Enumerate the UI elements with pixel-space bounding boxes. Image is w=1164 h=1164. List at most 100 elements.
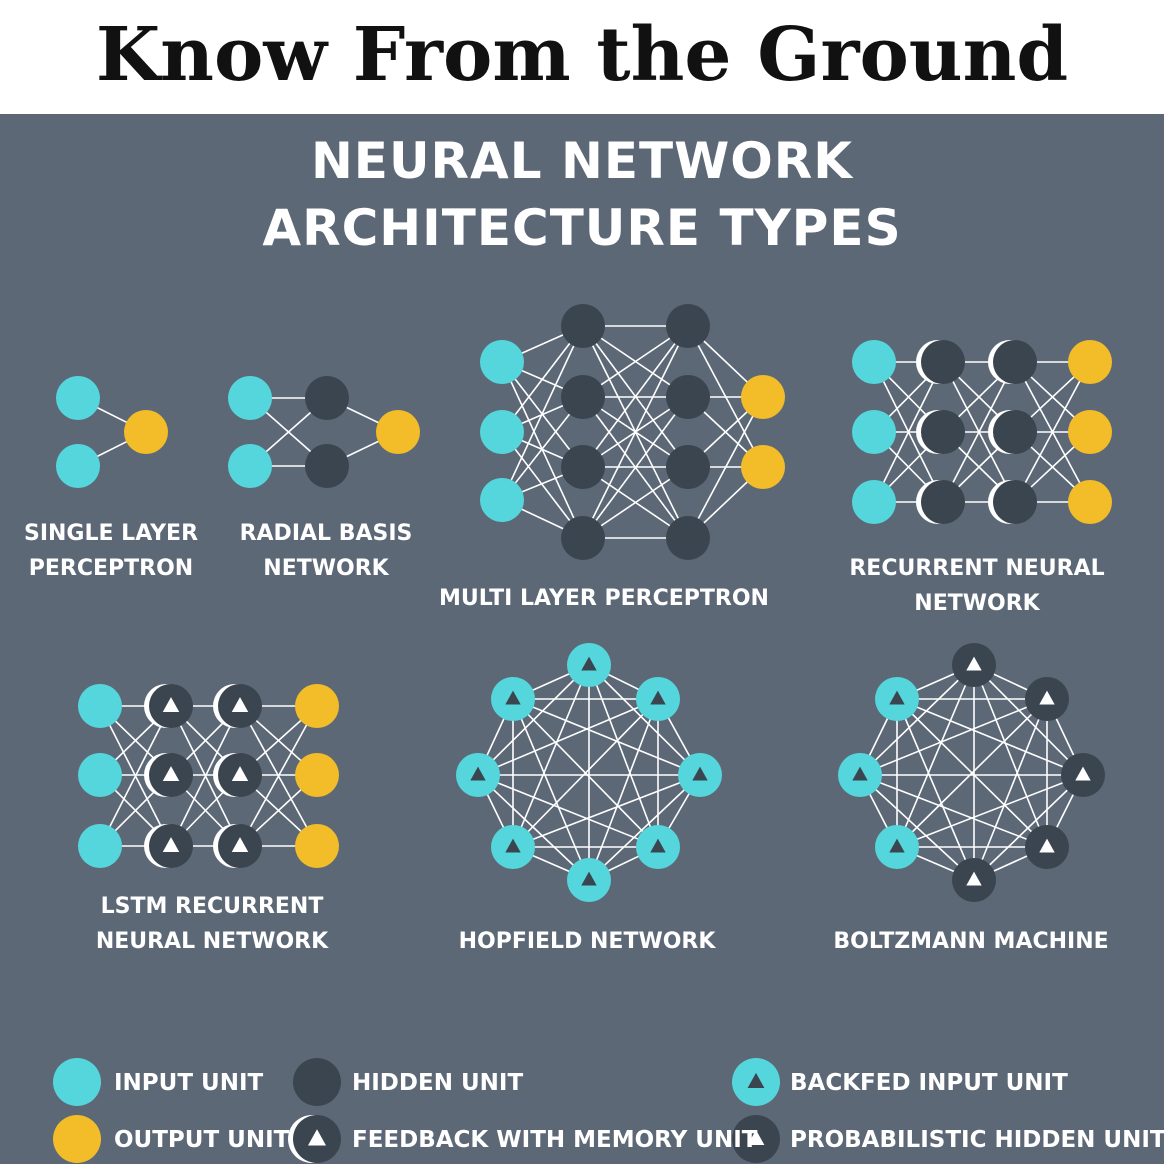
recurrent-unit-node: [921, 480, 965, 524]
connection-line: [170, 705, 241, 847]
boltzmann-label: BOLTZMANN MACHINE: [833, 929, 1108, 954]
legend-probabilistic-hidden-label: PROBABILISTIC HIDDEN UNIT: [790, 1127, 1164, 1153]
hopfield-label: HOPFIELD NETWORK: [459, 929, 717, 954]
recurrent-label-line1: RECURRENT NEURAL: [849, 556, 1104, 581]
hidden-unit-node: [666, 445, 710, 489]
connection-line: [896, 664, 975, 848]
infographic-title-line1: NEURAL NETWORK: [311, 132, 854, 190]
input-unit-node: [78, 753, 122, 797]
connection-line: [582, 325, 689, 539]
input-unit-node: [852, 410, 896, 454]
connection-line: [588, 774, 701, 881]
triangle-icon: [581, 871, 597, 886]
triangle-icon: [650, 690, 666, 705]
legend-hidden-unit-label: HIDDEN UNIT: [352, 1070, 523, 1096]
connection-line: [588, 698, 659, 881]
connection-line: [582, 396, 689, 539]
input-unit-node: [852, 340, 896, 384]
triangle-icon: [162, 766, 180, 781]
boltzmann-machine-diagram: [838, 643, 1105, 902]
output-unit-node: [1068, 410, 1112, 454]
input-unit-node: [78, 824, 122, 868]
input-unit-node: [852, 480, 896, 524]
output-unit-node: [1068, 480, 1112, 524]
output-unit-node: [741, 375, 785, 419]
output-unit-node: [124, 410, 168, 454]
hidden-unit-node: [561, 445, 605, 489]
triangle-icon: [889, 690, 905, 705]
connection-line: [477, 698, 659, 776]
triangle-icon: [231, 697, 249, 712]
recurrent-neural-network-diagram: [852, 340, 1112, 524]
output-unit-node: [53, 1115, 101, 1163]
output-unit-node: [741, 445, 785, 489]
connection-line: [873, 361, 944, 503]
hopfield-network-diagram: [456, 643, 722, 902]
single-layer-label-line2: PERCEPTRON: [29, 556, 193, 581]
triangle-icon: [231, 837, 249, 852]
recurrent-label-line2: NETWORK: [914, 591, 1040, 616]
connection-line: [99, 705, 172, 847]
radial-basis-network-diagram: [228, 376, 420, 488]
triangle-icon: [852, 766, 868, 781]
input-unit-node: [480, 340, 524, 384]
connection-line: [512, 664, 590, 848]
connection-line: [239, 705, 318, 847]
triangle-icon: [470, 766, 486, 781]
connection-line: [512, 698, 701, 776]
connection-line: [512, 698, 590, 881]
connection-line: [477, 774, 590, 881]
multi-layer-perceptron-diagram: [480, 304, 785, 560]
connection-line: [973, 698, 1048, 881]
single-layer-perceptron-diagram: [56, 376, 168, 488]
legend-input-unit-label: INPUT UNIT: [114, 1070, 264, 1096]
input-unit-node: [228, 444, 272, 488]
lstm-label-line1: LSTM RECURRENT: [101, 894, 324, 919]
connection-line: [1014, 361, 1091, 503]
connection-line: [896, 698, 1084, 776]
connection-line: [973, 664, 1048, 848]
hidden-unit-node: [666, 375, 710, 419]
triangle-icon: [889, 838, 905, 853]
connection-line: [512, 698, 659, 848]
connection-line: [859, 698, 1048, 776]
triangle-icon: [1075, 766, 1091, 781]
connection-line: [896, 698, 1048, 848]
multi-layer-label: MULTI LAYER PERCEPTRON: [439, 586, 769, 611]
input-unit-node: [78, 684, 122, 728]
triangle-icon: [692, 766, 708, 781]
connection-line: [501, 431, 584, 539]
input-unit-node: [56, 444, 100, 488]
connection-line: [477, 774, 659, 848]
input-unit-node: [53, 1058, 101, 1106]
output-unit-node: [295, 753, 339, 797]
lstm-recurrent-neural-network-diagram: [78, 684, 339, 868]
recurrent-unit-node: [993, 410, 1037, 454]
output-unit-node: [1068, 340, 1112, 384]
connection-line: [501, 325, 584, 501]
radial-basis-label-line2: NETWORK: [263, 556, 389, 581]
infographic-panel: [0, 114, 1164, 1164]
radial-basis-label-line1: RADIAL BASIS: [240, 521, 413, 546]
input-unit-node: [480, 478, 524, 522]
triangle-icon: [966, 871, 982, 886]
triangle-icon: [1039, 838, 1055, 853]
single-layer-label-line1: SINGLE LAYER: [24, 521, 198, 546]
connection-line: [859, 774, 1048, 848]
output-unit-node: [295, 684, 339, 728]
triangle-icon: [505, 690, 521, 705]
triangle-icon: [747, 1129, 765, 1146]
recurrent-unit-node: [993, 340, 1037, 384]
connection-line: [973, 664, 1084, 776]
triangle-icon: [747, 1072, 765, 1089]
hidden-unit-node: [561, 304, 605, 348]
connection-line: [942, 361, 1016, 503]
connection-line: [687, 396, 764, 539]
header-banner: Know From the Ground: [0, 0, 1164, 114]
legend-backfed-input-label: BACKFED INPUT UNIT: [790, 1070, 1068, 1096]
triangle-icon: [231, 766, 249, 781]
recurrent-unit-node: [993, 480, 1037, 524]
page-title: Know From the Ground: [95, 12, 1069, 98]
triangle-icon: [650, 838, 666, 853]
triangle-icon: [308, 1129, 326, 1146]
